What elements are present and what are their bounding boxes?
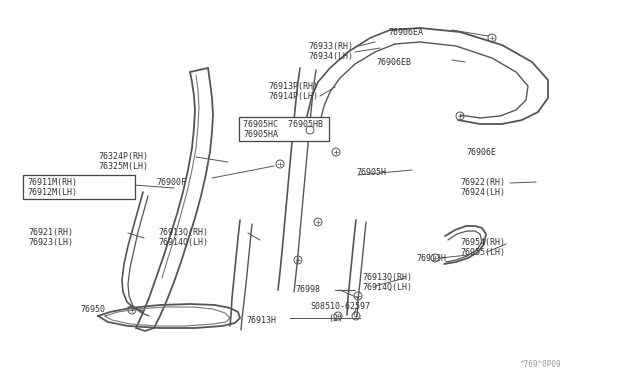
Text: S08510-62597: S08510-62597 (310, 302, 370, 311)
Text: 76913Q(RH): 76913Q(RH) (362, 273, 412, 282)
Text: 76950: 76950 (80, 305, 105, 314)
Text: 76933(RH): 76933(RH) (308, 42, 353, 51)
FancyBboxPatch shape (23, 175, 135, 199)
Text: 76913P(RH): 76913P(RH) (268, 82, 318, 91)
Text: 76912M(LH): 76912M(LH) (27, 188, 77, 197)
Text: 76924(LH): 76924(LH) (460, 188, 505, 197)
FancyBboxPatch shape (239, 117, 329, 141)
Text: 76914Q(LH): 76914Q(LH) (362, 283, 412, 292)
Text: 76955(LH): 76955(LH) (460, 248, 505, 257)
Text: 76934(LH): 76934(LH) (308, 52, 353, 61)
Text: 76923(LH): 76923(LH) (28, 238, 73, 247)
Text: 76998: 76998 (295, 285, 320, 294)
Text: 76905HC  76905HB: 76905HC 76905HB (243, 120, 323, 129)
Text: 76906E: 76906E (466, 148, 496, 157)
Text: 76906EA: 76906EA (388, 28, 423, 37)
Text: 76324P(RH): 76324P(RH) (98, 152, 148, 161)
Text: 76913Q(RH): 76913Q(RH) (158, 228, 208, 237)
Text: (2): (2) (328, 314, 343, 323)
Text: 76906EB: 76906EB (376, 58, 411, 67)
Text: 76900F: 76900F (156, 178, 186, 187)
Text: 76921(RH): 76921(RH) (28, 228, 73, 237)
Text: 76905H: 76905H (356, 168, 386, 177)
Text: 76914Q(LH): 76914Q(LH) (158, 238, 208, 247)
Text: 76954(RH): 76954(RH) (460, 238, 505, 247)
Text: ^769^0P09: ^769^0P09 (520, 360, 562, 369)
Text: 76914P(LH): 76914P(LH) (268, 92, 318, 101)
Text: 76905HA: 76905HA (243, 130, 278, 139)
Text: 76325M(LH): 76325M(LH) (98, 162, 148, 171)
Text: 76913H: 76913H (246, 316, 276, 325)
Text: 76922(RH): 76922(RH) (460, 178, 505, 187)
Text: 76911M(RH): 76911M(RH) (27, 178, 77, 187)
Text: 76913H: 76913H (416, 254, 446, 263)
